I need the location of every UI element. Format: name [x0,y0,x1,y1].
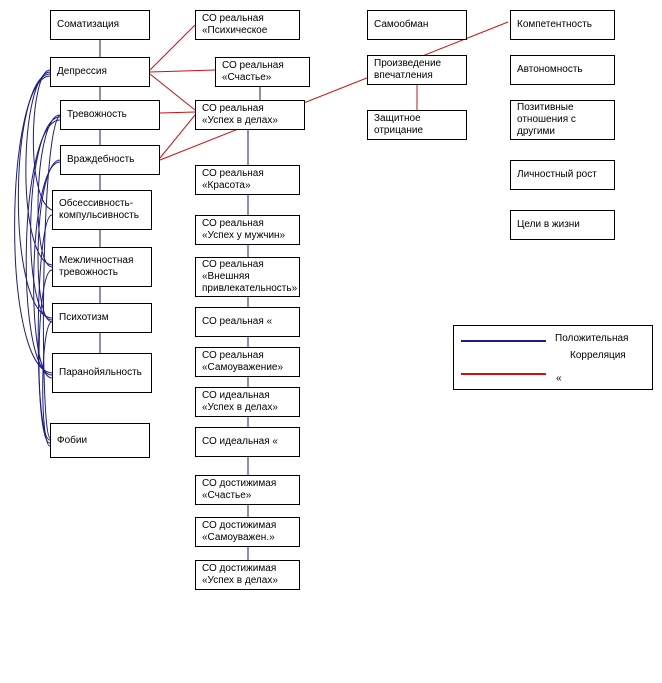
node-co_id2: СО идеальная « [195,427,300,457]
node-co_usp_m: СО реальная «Успех у мужчин» [195,215,300,245]
node-co_d_sch: СО достижимая «Счастье» [195,475,300,505]
legend-pos-label: Положительная [555,333,628,344]
node-pozit: Позитивные отношения с другими [510,100,615,140]
node-co_samo: СО реальная «Самоуважение» [195,347,300,377]
node-co_schast: СО реальная «Счастье» [215,57,310,87]
node-lich: Личностный рост [510,160,615,190]
legend-neg-label: « [556,373,562,384]
node-zashch: Защитное отрицание [367,110,467,140]
node-co_d_usp: СО достижимая «Успех в делах» [195,560,300,590]
node-co_d_samo: СО достижимая «Самоуважен.» [195,517,300,547]
node-co_uspeh: СО реальная «Успех в делах» [195,100,305,130]
node-komp: Компетентность [510,10,615,40]
node-vrazh: Враждебность [60,145,160,175]
node-mezh: Межличностная тревожность [52,247,152,287]
node-avton: Автономность [510,55,615,85]
node-trev: Тревожность [60,100,160,130]
node-fob: Фобии [50,423,150,458]
node-som: Соматизация [50,10,150,40]
node-co_psih: СО реальная «Психическое [195,10,300,40]
node-co_vnesh: СО реальная «Внешняя привлекательность» [195,257,300,297]
node-celi: Цели в жизни [510,210,615,240]
node-dep: Депрессия [50,57,150,87]
node-co_r1: СО реальная « [195,307,300,337]
node-para: Паранойяльность [52,353,152,393]
node-co_id_usp: СО идеальная «Успех в делах» [195,387,300,417]
node-co_kras: СО реальная «Красота» [195,165,300,195]
legend-korr-label: Корреляция [570,350,626,361]
node-obses: Обсессивность-компульсивность [52,190,152,230]
node-psih: Психотизм [52,303,152,333]
node-samoob: Самообман [367,10,467,40]
node-proizv: Произведение впечатления [367,55,467,85]
